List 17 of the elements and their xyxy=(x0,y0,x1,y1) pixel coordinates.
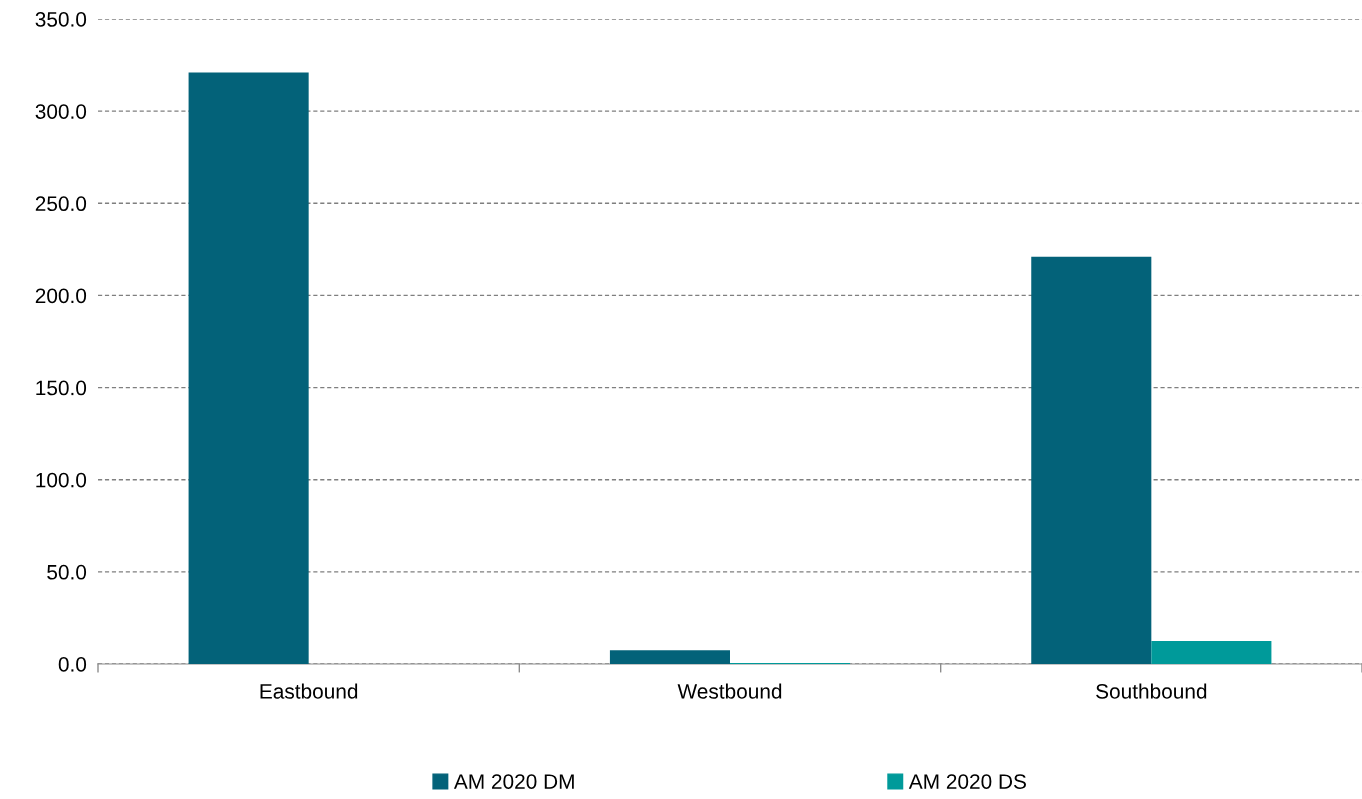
legend-label: AM 2020 DM xyxy=(453,774,574,789)
bar xyxy=(1151,640,1272,664)
y-tick-label: 200.0 xyxy=(35,288,87,304)
y-tick-label: 250.0 xyxy=(35,196,87,212)
bar xyxy=(609,650,730,664)
bar xyxy=(188,72,309,664)
bar xyxy=(1031,256,1152,664)
x-tick-label: Westbound xyxy=(677,683,782,699)
y-tick-label: 150.0 xyxy=(36,380,87,396)
x-tick-label: Eastbound xyxy=(260,683,358,699)
legend-label: AM 2020 DS xyxy=(908,774,1026,789)
y-tick-label: 300.0 xyxy=(35,104,87,119)
x-tick-label: Southbound xyxy=(1096,683,1207,699)
y-tick-label: 350.0 xyxy=(35,12,87,27)
y-tick-label: 50.0 xyxy=(47,564,87,580)
y-tick-label: 100.0 xyxy=(36,472,87,488)
y-tick-label: 0.0 xyxy=(58,657,87,672)
